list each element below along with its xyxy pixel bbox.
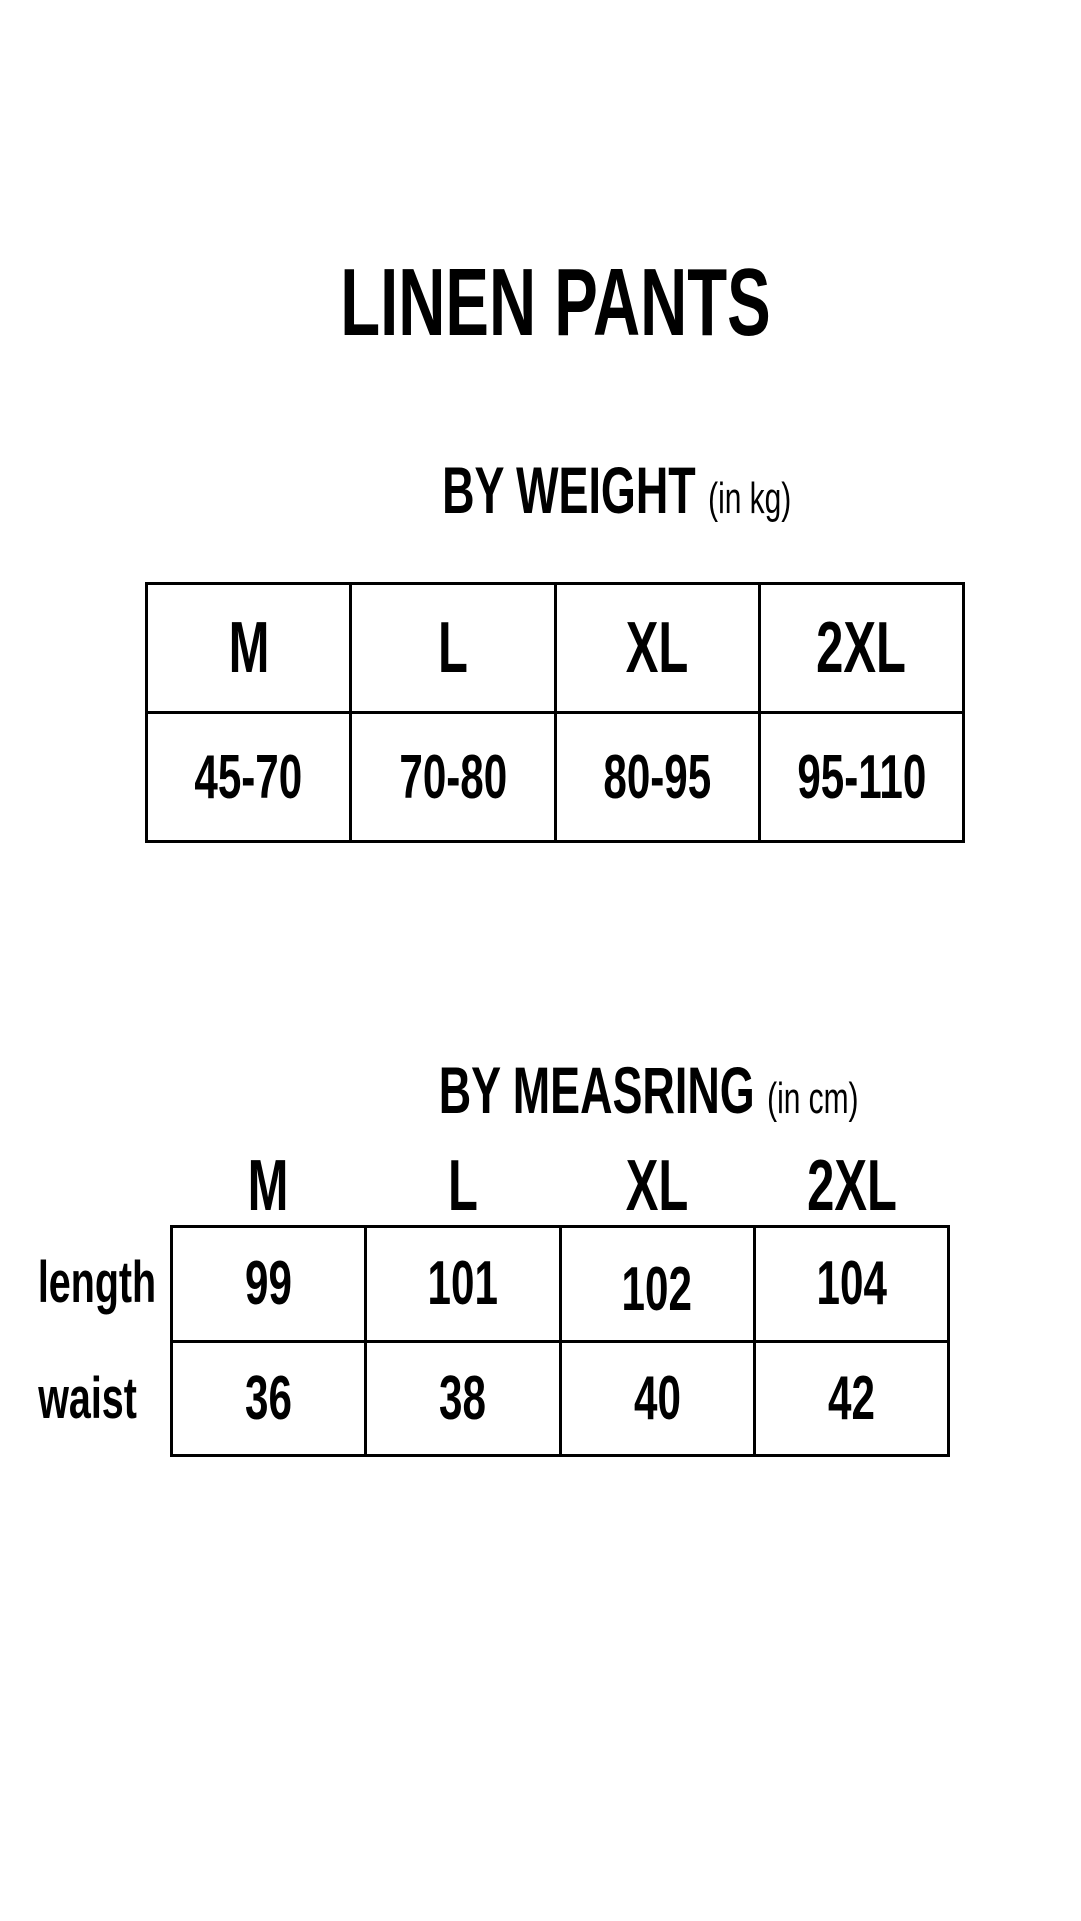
waist-value: 42 (752, 1339, 951, 1457)
weight-range: 95-110 (757, 711, 966, 843)
length-value: 101 (364, 1225, 562, 1343)
table-row-length: 99 101 102 104 (169, 1225, 951, 1343)
size-header: L (349, 582, 557, 714)
row-label-length: length (37, 1250, 157, 1315)
row-label-waist: waist (38, 1366, 137, 1431)
size-column-header: M (247, 1146, 288, 1226)
length-value: 102 (558, 1225, 756, 1343)
measurement-table: 99 101 102 104 36 38 40 42 (169, 1225, 951, 1457)
size-column-header: 2XL (807, 1146, 898, 1226)
by-weight-title: BY WEIGHT (442, 453, 696, 527)
by-weight-unit: (in kg) (708, 474, 792, 523)
weight-range: 70-80 (349, 711, 557, 843)
waist-value: 38 (364, 1339, 562, 1457)
weight-size-table: M L XL 2XL 45-70 70-80 80-95 95-110 (144, 582, 966, 843)
weight-range: 45-70 (144, 711, 353, 843)
by-measuring-heading: BY MEASRING (in cm) (340, 1055, 870, 1134)
page-title: LINEN PANTS (339, 249, 771, 356)
by-weight-heading: BY WEIGHT (in kg) (360, 455, 870, 534)
size-column-header: XL (626, 1146, 689, 1226)
table-row-waist: 36 38 40 42 (169, 1339, 951, 1457)
size-header: 2XL (757, 582, 966, 714)
waist-value: 36 (169, 1339, 368, 1457)
waist-value: 40 (558, 1339, 756, 1457)
length-value: 99 (169, 1225, 368, 1343)
length-value: 104 (752, 1225, 951, 1343)
by-measuring-unit: (in cm) (767, 1074, 859, 1123)
size-header: XL (553, 582, 761, 714)
size-header: M (144, 582, 353, 714)
size-column-header: L (447, 1146, 478, 1226)
by-measuring-title: BY MEASRING (438, 1053, 755, 1127)
weight-range: 80-95 (553, 711, 761, 843)
